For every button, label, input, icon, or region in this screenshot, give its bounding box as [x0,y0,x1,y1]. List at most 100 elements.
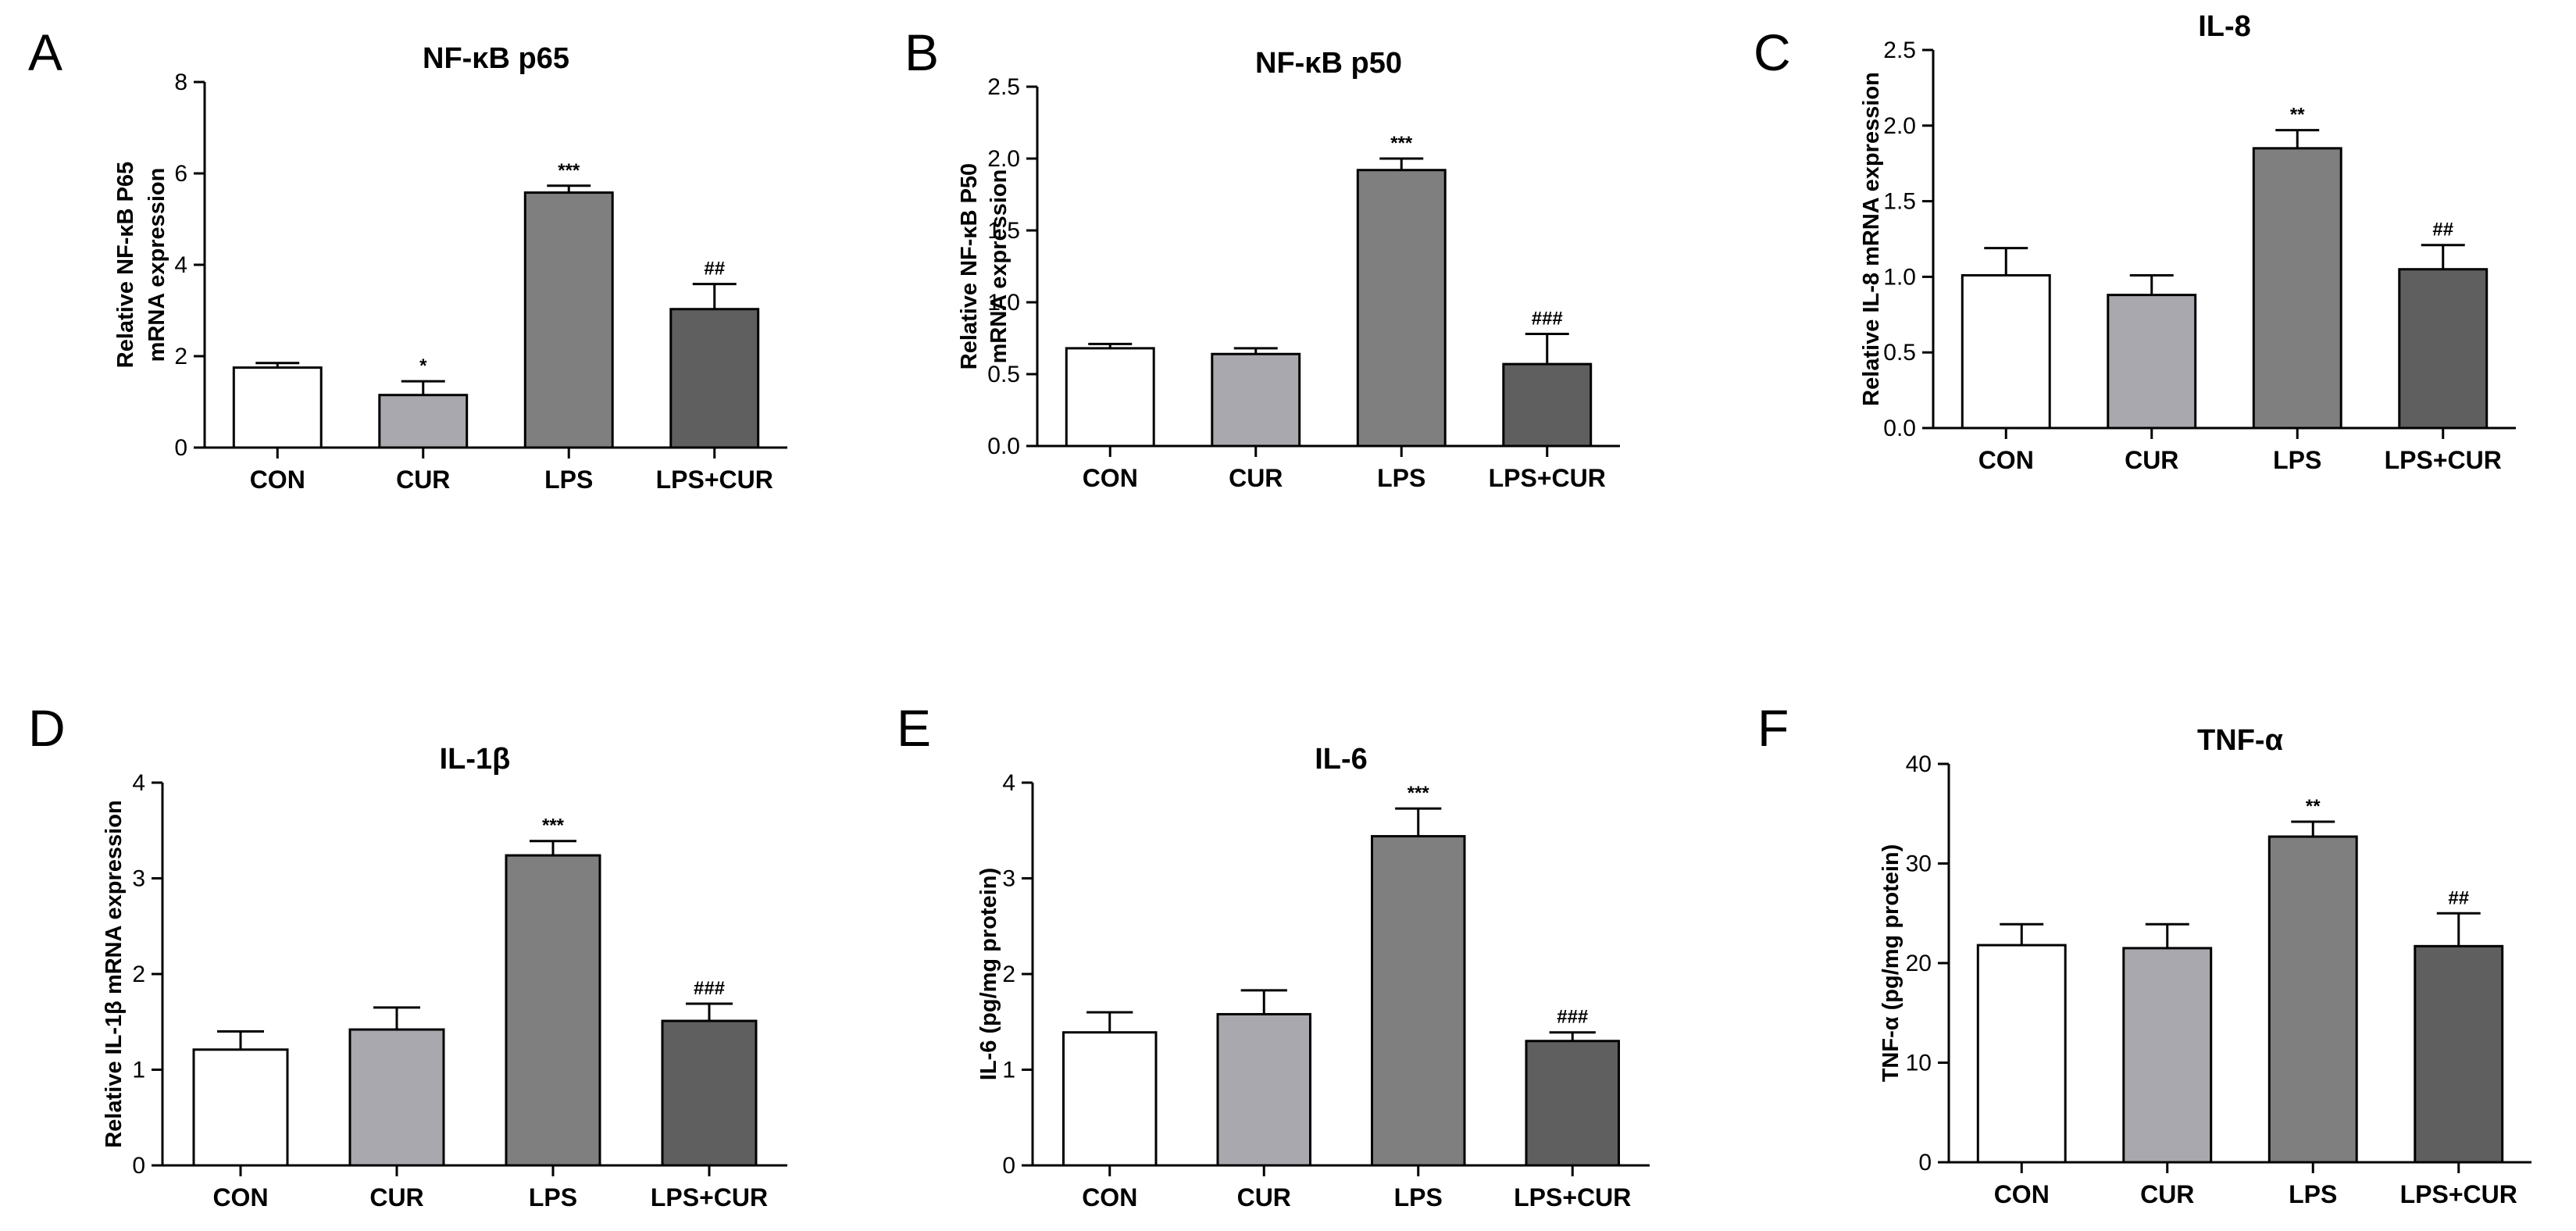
significance-label: * [419,355,427,376]
y-tick-label: 0.0 [1883,416,1916,441]
significance-label: ## [2432,219,2453,241]
panel-label: C [1754,23,1791,81]
y-tick-label: 2.5 [987,74,1020,100]
y-tick-label: 40 [1906,751,1932,777]
bar [1525,1040,1620,1167]
bar [1356,169,1447,448]
y-tick-label: 3 [132,866,145,892]
y-tick-label: 30 [1906,851,1932,877]
x-tick-label: CUR [2140,1180,2194,1208]
y-tick-label: 6 [174,161,187,187]
y-axis-label: IL-6 (pg/mg protein) [976,868,1001,1080]
x-tick-label: LPS [2273,446,2321,474]
y-tick-label: 1.5 [987,218,1020,244]
x-tick-label: CON [1082,1183,1137,1211]
bar [2398,268,2489,430]
y-tick-label: 4 [132,770,145,796]
y-tick-label: 0 [132,1153,145,1179]
bar [2122,947,2213,1164]
y-tick-label: 8 [174,70,187,95]
x-tick-label: CON [1978,446,2034,474]
panel-C: C IL-8 0.0 0.5 1.0 1.5 2.0 2.5 Relative IL-8 mRN… [1754,10,2516,474]
y-tick-label: 0 [1918,1150,1932,1176]
y-tick-label: 2 [1002,962,1015,987]
y-axis-label: Relative IL-1β mRNA expression [102,800,127,1147]
panel-label: B [904,23,939,81]
x-tick-label: CUR [396,466,450,494]
y-axis-label: Relative NF-κB P50 [957,163,982,369]
chart-title: NF-κB p50 [1255,47,1402,80]
bar [1502,362,1593,448]
bar [2107,294,2197,430]
bar [232,366,323,449]
y-axis-label: Relative IL-8 mRNA expression [1859,72,1884,406]
significance-label: ** [2290,105,2305,126]
bar [523,191,614,449]
y-tick-label: 0 [174,435,187,461]
significance-label: ### [1557,1007,1588,1028]
panel-label: A [28,23,62,81]
x-tick-label: CON [212,1183,268,1211]
y-tick-label: 1.0 [1883,264,1916,290]
y-axis-label: Relative NF-κB P65 [113,162,138,368]
x-tick-label: CUR [369,1183,423,1211]
bar [378,394,469,449]
panel-A: A NF-κB p65 0 2 4 6 8 Relative NF-κB P65 mRNA ex… [28,23,787,494]
x-tick-label: CUR [1229,464,1283,492]
y-tick-label: 2 [132,962,145,987]
y-tick-label: 1.5 [1883,189,1916,215]
y-tick-label: 4 [174,252,187,278]
significance-label: *** [542,815,565,837]
x-tick-label: LPS [1394,1183,1443,1211]
y-tick-label: 1 [132,1058,145,1083]
x-tick-label: CON [1994,1180,2050,1208]
x-tick-label: LPS+CUR [656,466,773,494]
y-tick-label: 1 [1002,1058,1015,1083]
bar [1216,1012,1311,1167]
x-tick-label: LPS [544,466,593,494]
significance-label: *** [1408,783,1430,804]
y-tick-label: 2.5 [1883,37,1916,63]
y-tick-label: 2 [174,344,187,369]
y-tick-label: 3 [1002,866,1015,892]
bar [1961,273,2051,430]
significance-label: ** [2306,796,2321,817]
significance-label: ## [2448,887,2469,908]
y-axis-label: mRNA expression [144,168,169,362]
x-tick-label: LPS [1377,464,1425,492]
y-tick-label: 20 [1906,951,1932,976]
chart-title: IL-1β [440,743,511,776]
bar [1976,944,2067,1164]
panel-label: F [1757,699,1789,757]
chart-title: IL-6 [1315,743,1368,776]
panel-E: E IL-6 0 1 2 3 4 IL-6 (pg/mg protein) CON CUR LPS *… [897,699,1650,1211]
significance-label: ### [694,978,725,999]
panel-label: E [897,699,931,757]
x-tick-label: LPS [529,1183,577,1211]
x-tick-label: LPS+CUR [1514,1183,1631,1211]
y-axis-label: TNF-α (pg/mg protein) [1878,844,1903,1083]
chart-title: TNF-α [2197,724,2283,757]
y-tick-label: 4 [1002,770,1015,796]
y-tick-label: 10 [1906,1051,1932,1076]
y-tick-label: 2.0 [1883,113,1916,139]
bar [669,308,760,449]
y-tick-label: 0.5 [987,362,1020,387]
y-tick-label: 0.0 [987,434,1020,459]
bar [661,1019,758,1167]
x-tick-label: LPS+CUR [651,1183,768,1211]
panel-F: F TNF-α 0 10 20 30 40 TNF-α (pg/mg protein) CON C… [1757,699,2531,1208]
bar [192,1048,289,1167]
significance-label: *** [558,160,580,181]
bar [2267,835,2358,1164]
x-tick-label: LPS+CUR [2385,446,2502,474]
x-tick-label: LPS [2289,1180,2337,1208]
x-tick-label: CUR [1237,1183,1291,1211]
y-axis-label: mRNA expression [987,169,1011,364]
y-tick-label: 1.0 [987,290,1020,316]
bar [2252,147,2342,430]
bar [1371,835,1466,1167]
x-tick-label: CUR [2125,446,2178,474]
significance-label: *** [1390,133,1413,154]
